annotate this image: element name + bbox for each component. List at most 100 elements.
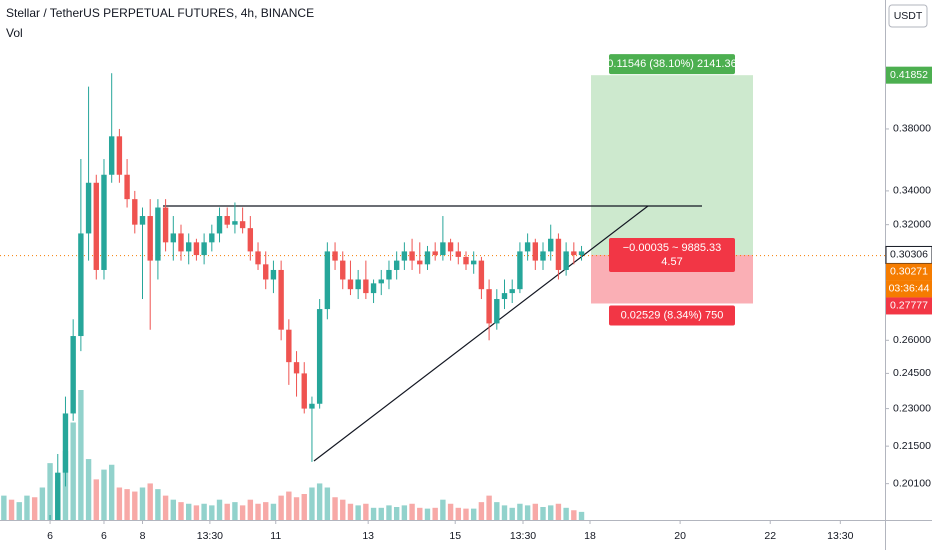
candle-body	[455, 251, 461, 257]
volume-bar	[540, 507, 546, 520]
volume-bar	[116, 487, 123, 520]
volume-bar	[347, 503, 354, 520]
volume-bar	[186, 503, 192, 520]
x-tick-label: 11	[270, 530, 281, 542]
candle-body	[9, 536, 14, 539]
volume-bar	[224, 503, 230, 520]
volume-bar	[548, 505, 554, 520]
x-tick-label: 6	[101, 530, 107, 542]
volume-bar	[432, 507, 438, 520]
y-tick-label: 0.20100	[893, 477, 931, 489]
volume-bar	[571, 510, 577, 520]
candle-body	[324, 251, 331, 310]
volume-bar	[124, 489, 130, 520]
candle-body	[93, 182, 99, 270]
y-tick-label: 0.23000	[893, 402, 931, 414]
candle-body	[155, 207, 161, 261]
stop-label-box	[609, 305, 735, 326]
x-tick-label: 18	[584, 530, 596, 542]
candle-body	[393, 260, 400, 270]
volume-bar	[393, 507, 400, 520]
volume-bar	[47, 463, 53, 520]
volume-bar	[424, 508, 431, 520]
volume-bar	[370, 507, 377, 520]
candle-body	[178, 233, 184, 252]
candle-body	[378, 279, 384, 284]
volume-bar	[147, 483, 153, 520]
volume-bar	[478, 502, 485, 520]
candle-body	[186, 242, 192, 252]
volume-bar	[132, 491, 138, 520]
volume-bar	[524, 505, 531, 520]
volume-bar	[16, 502, 22, 520]
y-tick-label: 0.26000	[893, 334, 931, 346]
volume-bar	[39, 487, 46, 520]
y-tick-label: 0.34000	[893, 185, 931, 197]
candle-body	[278, 269, 284, 330]
volume-bar	[470, 508, 477, 520]
candle-body	[332, 251, 338, 261]
volume-bar	[270, 503, 277, 520]
volume-bar	[139, 487, 146, 520]
candle-body	[239, 221, 246, 229]
x-tick-label: 20	[674, 530, 686, 542]
volume-bar	[509, 507, 515, 520]
x-tick-label: 8	[140, 530, 146, 542]
candle-body	[578, 251, 585, 256]
volume-bar	[555, 503, 562, 520]
volume-bar	[155, 489, 161, 520]
stop-label: 0.02529 (8.34%) 750	[621, 309, 724, 321]
candle-body	[224, 216, 230, 225]
y-tick-label: 0.21500	[893, 440, 931, 452]
volume-bar	[417, 507, 423, 520]
volume-bar	[332, 497, 338, 520]
entry-label: −0.00035 ~ 9885.33	[623, 242, 721, 254]
target-price-box	[886, 66, 932, 84]
volume-bar	[363, 503, 369, 520]
target-label: 0.11546 (38.10%) 2141.36	[607, 58, 736, 70]
candle-body	[478, 260, 485, 290]
volume-bar	[85, 459, 92, 520]
candle-body	[255, 251, 261, 265]
candle-body	[370, 283, 377, 294]
candle-body	[201, 242, 207, 256]
volume-bar	[532, 503, 539, 520]
candle-body	[193, 242, 200, 256]
candle-body	[216, 216, 223, 234]
candle-body	[571, 251, 577, 256]
volume-bar	[463, 508, 469, 520]
candle-body	[563, 251, 569, 270]
volume-bar	[494, 502, 500, 520]
candle-body	[409, 251, 415, 261]
currency-label[interactable]: USDT	[894, 10, 923, 22]
x-tick-label: 13	[362, 530, 374, 542]
candle-body	[548, 238, 554, 252]
currency-button[interactable]	[888, 4, 928, 28]
volume-bar	[355, 505, 361, 520]
x-tick-label: 13:30	[197, 530, 223, 542]
volume-bar	[232, 502, 238, 520]
countdown-box	[886, 280, 932, 298]
candle-body	[316, 309, 323, 404]
volume-bar	[108, 464, 115, 520]
candle-body	[301, 373, 307, 409]
candle-body	[62, 413, 69, 473]
target-price: 0.41852	[890, 69, 928, 81]
volume-bar	[309, 487, 315, 520]
candle-body	[147, 216, 153, 261]
trend-line	[313, 205, 649, 462]
candle-body	[386, 269, 392, 280]
candle-body	[432, 251, 438, 256]
candle-body	[494, 299, 500, 324]
volume-bar	[209, 505, 215, 520]
candle-body	[247, 228, 254, 252]
candle-body	[470, 260, 477, 265]
entry-label-box	[609, 237, 735, 272]
volume-bar	[93, 479, 99, 520]
y-tick-label: 0.24500	[893, 367, 931, 379]
entry-label: 4.57	[661, 256, 682, 268]
volume-bar	[278, 495, 284, 520]
candle-body	[501, 293, 508, 300]
volume-bar	[286, 491, 292, 520]
